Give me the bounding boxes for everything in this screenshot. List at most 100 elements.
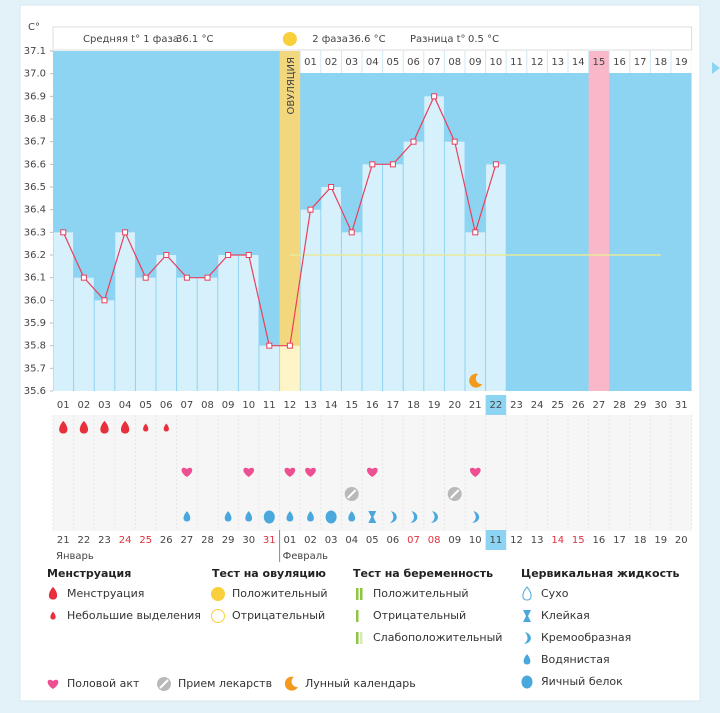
drop [143, 423, 149, 432]
bar [444, 141, 465, 391]
today-box [485, 395, 507, 415]
creamy [524, 632, 531, 644]
date-label: 28 [201, 535, 214, 546]
bar [465, 232, 486, 391]
x-tick-label: 09 [222, 400, 235, 411]
today-date-box [485, 530, 507, 550]
pink-col [588, 51, 610, 391]
y-tick-label: 35.9 [24, 318, 46, 329]
drop [224, 511, 232, 522]
temp-point [80, 274, 87, 281]
y-tick-label: 36.0 [24, 295, 46, 306]
drop [79, 420, 89, 434]
heart [284, 467, 296, 477]
date-label: 27 [181, 535, 194, 546]
legend-item: Положительный [232, 587, 328, 600]
bar [156, 255, 177, 391]
legend-item: Кремообразная [541, 631, 631, 644]
phase2-day: 05 [387, 57, 400, 68]
x-tick-label: 13 [304, 400, 317, 411]
phase2-day: 04 [366, 57, 379, 68]
heart [243, 467, 255, 477]
legend-item: Слабоположительный [373, 631, 502, 644]
bar [115, 232, 135, 391]
y-tick-label: 35.7 [24, 363, 46, 374]
ovu-neg [211, 609, 225, 623]
bar [486, 164, 506, 391]
phase2-day: 18 [654, 57, 667, 68]
ovu-pos [211, 587, 225, 601]
y-tick-label: 35.6 [24, 386, 46, 397]
egg-white [325, 510, 337, 524]
date-label: 02 [304, 535, 317, 546]
phase2-day: 16 [613, 57, 626, 68]
date-label: 17 [613, 535, 626, 546]
legend-item: Половой акт [67, 677, 140, 690]
month-label: Февраль [283, 551, 329, 562]
date-label: 21 [57, 535, 70, 546]
phase2-day: 15 [593, 57, 606, 68]
temp-point [472, 229, 479, 236]
bar [74, 277, 94, 391]
y-tick-label: 36.2 [24, 250, 46, 261]
drop [523, 654, 531, 665]
heart [366, 467, 378, 477]
x-tick-label: 19 [428, 400, 441, 411]
legend-title: Тест на овуляцию [212, 567, 326, 580]
y-tick-label: 36.6 [24, 159, 46, 170]
x-tick-label: 21 [469, 400, 482, 411]
temp-point [389, 161, 396, 168]
x-tick-label: 16 [366, 400, 379, 411]
x-tick-label: 17 [387, 400, 400, 411]
test-bar [356, 632, 359, 644]
phase2-label: 2 фаза [312, 34, 348, 45]
x-tick-label: 18 [407, 400, 420, 411]
y-axis-label: C° [28, 22, 40, 33]
legend-item: Яичный белок [541, 675, 623, 688]
legend-item: Водянистая [541, 653, 610, 666]
y-tick-label: 36.1 [24, 273, 46, 284]
date-label: 10 [469, 535, 482, 546]
bar [135, 277, 156, 391]
sticky [523, 610, 531, 622]
sticky [368, 511, 377, 523]
legend-title: Цервикальная жидкость [521, 567, 679, 580]
date-label: 11 [490, 535, 503, 546]
x-tick-label: 29 [634, 400, 647, 411]
phase2-day: 03 [345, 57, 358, 68]
drop [100, 420, 109, 434]
test-bar [356, 588, 359, 600]
temp-point [307, 206, 314, 213]
legend-item: Отрицательный [373, 609, 466, 622]
x-tick-label: 12 [284, 400, 297, 411]
heart [305, 467, 316, 477]
date-label: 12 [510, 535, 523, 546]
temp-point [101, 297, 108, 304]
temp-point [204, 274, 211, 281]
phase2-day: 07 [428, 57, 441, 68]
sun [282, 32, 297, 46]
temp-point [60, 229, 67, 236]
bar [197, 277, 218, 391]
temp-point [163, 252, 170, 258]
phase2-day: 17 [634, 57, 647, 68]
drop [183, 511, 191, 522]
date-label: 19 [654, 535, 667, 546]
legend-item: Отрицательный [232, 609, 325, 622]
x-tick-label: 26 [572, 400, 585, 411]
moon [284, 676, 298, 691]
date-label: 20 [675, 535, 688, 546]
creamy [472, 511, 480, 523]
date-label: 30 [242, 535, 255, 546]
date-label: 26 [160, 535, 173, 546]
legend-item: Положительный [373, 587, 469, 600]
y-tick-label: 36.7 [24, 137, 46, 148]
phase2-day: 14 [572, 57, 585, 68]
x-tick-label: 31 [675, 400, 688, 411]
temp-point [348, 229, 355, 236]
bar [321, 187, 341, 391]
test-bar [360, 632, 363, 644]
bar [53, 232, 74, 391]
